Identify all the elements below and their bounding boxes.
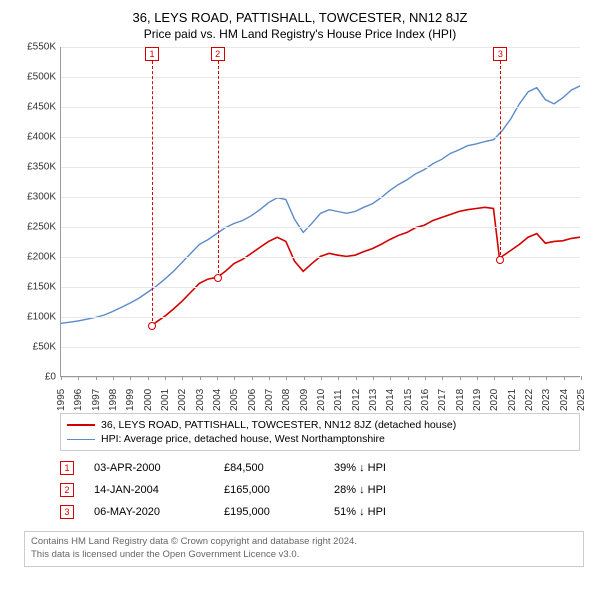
y-gridline [61, 167, 580, 168]
y-axis-label: £100K [12, 312, 56, 323]
legend-label: HPI: Average price, detached house, West… [101, 433, 385, 445]
y-gridline [61, 347, 580, 348]
footer-line-1: Contains HM Land Registry data © Crown c… [31, 536, 577, 549]
event-number-box: 2 [60, 483, 74, 497]
event-delta: 51% ↓ HPI [334, 506, 434, 518]
event-number-box: 3 [60, 505, 74, 519]
legend-row: HPI: Average price, detached house, West… [67, 432, 573, 446]
x-tick [564, 376, 565, 380]
y-gridline [61, 107, 580, 108]
y-axis-label: £0 [12, 372, 56, 383]
footer-line-2: This data is licensed under the Open Gov… [31, 549, 577, 562]
legend-box: 36, LEYS ROAD, PATTISHALL, TOWCESTER, NN… [60, 413, 580, 451]
x-tick [321, 376, 322, 380]
event-date: 03-APR-2000 [94, 462, 204, 474]
x-tick [442, 376, 443, 380]
events-table: 1 03-APR-2000 £84,500 39% ↓ HPI 2 14-JAN-2004… [60, 457, 580, 523]
x-tick [512, 376, 513, 380]
event-marker-box: 3 [493, 47, 507, 61]
y-gridline [61, 287, 580, 288]
y-axis-label: £550K [12, 42, 56, 53]
event-date: 14-JAN-2004 [94, 484, 204, 496]
event-point-dot [148, 322, 156, 330]
y-axis-label: £450K [12, 102, 56, 113]
x-tick [234, 376, 235, 380]
y-axis-label: £300K [12, 192, 56, 203]
event-marker-box: 1 [145, 47, 159, 61]
y-axis-label: £350K [12, 162, 56, 173]
x-tick [165, 376, 166, 380]
y-axis-label: £250K [12, 222, 56, 233]
x-tick [286, 376, 287, 380]
x-axis-label: 2025 [576, 389, 600, 411]
event-row: 2 14-JAN-2004 £165,000 28% ↓ HPI [60, 479, 580, 501]
x-tick [373, 376, 374, 380]
legend-label: 36, LEYS ROAD, PATTISHALL, TOWCESTER, NN… [101, 419, 456, 431]
x-tick [408, 376, 409, 380]
event-vline [500, 61, 501, 260]
event-price: £195,000 [224, 506, 314, 518]
x-tick [460, 376, 461, 380]
x-tick [182, 376, 183, 380]
chart-title: 36, LEYS ROAD, PATTISHALL, TOWCESTER, NN… [12, 10, 588, 25]
event-row: 1 03-APR-2000 £84,500 39% ↓ HPI [60, 457, 580, 479]
x-tick [356, 376, 357, 380]
event-point-dot [214, 274, 222, 282]
series-price_paid [152, 207, 580, 325]
y-axis-label: £400K [12, 132, 56, 143]
event-date: 06-MAY-2020 [94, 506, 204, 518]
event-price: £84,500 [224, 462, 314, 474]
x-tick [304, 376, 305, 380]
x-tick [200, 376, 201, 380]
event-marker-box: 2 [211, 47, 225, 61]
x-tick [390, 376, 391, 380]
chart-svg [61, 47, 580, 376]
event-delta: 39% ↓ HPI [334, 462, 434, 474]
chart-area: 1 2 3 £0 £50K £100K £150K £200K £250K £300K £350K… [12, 47, 588, 407]
x-tick [546, 376, 547, 380]
y-gridline [61, 77, 580, 78]
y-axis-label: £150K [12, 282, 56, 293]
title-block: 36, LEYS ROAD, PATTISHALL, TOWCESTER, NN… [12, 10, 588, 41]
y-gridline [61, 197, 580, 198]
legend-row: 36, LEYS ROAD, PATTISHALL, TOWCESTER, NN… [67, 418, 573, 432]
x-tick [252, 376, 253, 380]
x-tick [130, 376, 131, 380]
y-axis-label: £500K [12, 72, 56, 83]
chart-subtitle: Price paid vs. HM Land Registry's House … [12, 27, 588, 41]
event-vline [152, 61, 153, 326]
x-tick [269, 376, 270, 380]
x-tick [78, 376, 79, 380]
event-price: £165,000 [224, 484, 314, 496]
event-delta: 28% ↓ HPI [334, 484, 434, 496]
y-gridline [61, 137, 580, 138]
x-tick [581, 376, 582, 380]
x-tick [148, 376, 149, 380]
legend-swatch [67, 424, 95, 426]
event-number-box: 1 [60, 461, 74, 475]
plot-region: 1 2 3 [60, 47, 580, 377]
event-row: 3 06-MAY-2020 £195,000 51% ↓ HPI [60, 501, 580, 523]
y-axis-label: £50K [12, 342, 56, 353]
x-tick [425, 376, 426, 380]
event-vline [218, 61, 219, 278]
x-tick [113, 376, 114, 380]
footer-attribution: Contains HM Land Registry data © Crown c… [24, 531, 584, 567]
x-tick [61, 376, 62, 380]
x-tick [529, 376, 530, 380]
x-tick [494, 376, 495, 380]
y-gridline [61, 227, 580, 228]
event-point-dot [496, 256, 504, 264]
y-gridline [61, 317, 580, 318]
legend-swatch [67, 439, 95, 440]
y-axis-label: £200K [12, 252, 56, 263]
x-tick [338, 376, 339, 380]
x-tick [96, 376, 97, 380]
x-tick [477, 376, 478, 380]
x-tick [217, 376, 218, 380]
